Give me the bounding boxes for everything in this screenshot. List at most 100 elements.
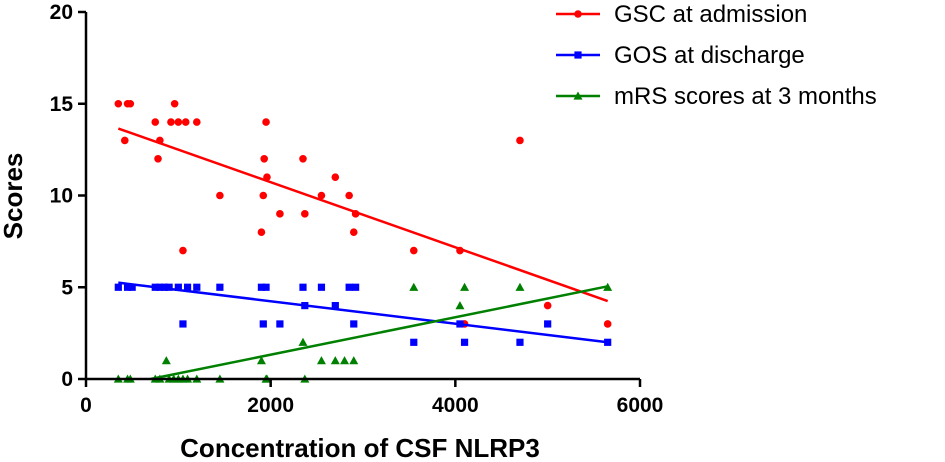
x-axis: 0 2000 4000 6000 — [80, 377, 664, 417]
data-point — [156, 136, 164, 145]
data-point — [331, 302, 339, 310]
legend-marker — [573, 91, 583, 100]
data-point — [409, 282, 419, 291]
data-point — [259, 191, 268, 200]
data-point — [257, 228, 266, 236]
trend-line-mrs-scores-at-3-months — [150, 285, 608, 381]
data-point — [156, 283, 164, 291]
data-point — [154, 155, 162, 163]
data-point — [120, 136, 129, 145]
data-point — [183, 283, 192, 291]
data-point — [179, 246, 187, 255]
y-axis: 0 5 10 15 20 — [50, 1, 88, 391]
data-point — [174, 118, 183, 126]
data-point — [263, 173, 271, 181]
data-point — [276, 210, 284, 218]
legend-label: mRS scores at 3 months — [614, 83, 877, 110]
y-tick-label: 5 — [61, 276, 73, 299]
data-point — [126, 99, 135, 108]
data-point — [410, 338, 418, 346]
data-point — [299, 155, 307, 163]
data-point — [340, 356, 350, 365]
trend-line-gsc-at-admission — [117, 127, 609, 303]
data-point — [167, 118, 175, 126]
data-point — [181, 118, 190, 126]
trend-line-gos-at-discharge — [118, 281, 608, 344]
x-axis-title: Concentration of CSF NLRP3 — [180, 433, 540, 462]
series-gsc-at-admission — [114, 99, 612, 328]
x-tick-label: 6000 — [617, 394, 664, 417]
data-point — [409, 246, 418, 255]
data-point — [262, 283, 270, 291]
data-point — [216, 191, 224, 200]
x-tick-label: 0 — [80, 394, 92, 417]
data-point — [193, 283, 201, 291]
y-tick-label: 20 — [50, 1, 73, 24]
data-point — [515, 282, 525, 291]
legend-label: GOS at discharge — [614, 42, 805, 69]
data-point — [298, 337, 308, 346]
data-point — [301, 302, 309, 310]
legend-label: GSC at admission — [614, 1, 807, 28]
x-tick-label: 4000 — [432, 394, 479, 417]
legend: GSC at admission GOS at discharge mRS scor… — [556, 1, 877, 110]
legend-item-mrs-scores-at-3-months: mRS scores at 3 months — [556, 83, 877, 110]
data-point — [330, 356, 340, 365]
data-point — [460, 282, 470, 291]
data-point — [603, 282, 613, 291]
data-point — [259, 320, 267, 328]
data-point — [299, 283, 307, 291]
data-point — [604, 338, 612, 346]
data-point — [456, 246, 464, 255]
data-point — [316, 356, 326, 365]
data-point — [257, 283, 266, 291]
x-tick-label: 2000 — [247, 394, 294, 417]
legend-marker — [574, 10, 582, 18]
legend-item-gsc-at-admission: GSC at admission — [556, 1, 807, 28]
data-point — [352, 283, 360, 291]
data-point — [114, 99, 123, 108]
y-axis-title: Scores — [0, 153, 28, 240]
data-point — [165, 283, 173, 291]
data-point — [301, 210, 309, 218]
data-point — [216, 283, 224, 291]
legend-item-gos-at-discharge: GOS at discharge — [556, 42, 805, 69]
data-point — [331, 173, 340, 181]
y-tick-label: 15 — [50, 93, 74, 116]
data-point — [170, 99, 179, 108]
data-point — [160, 283, 169, 291]
data-point — [317, 283, 326, 291]
series-gos-at-discharge — [114, 281, 612, 346]
y-tick-label: 0 — [61, 368, 73, 391]
y-tick-label: 10 — [50, 185, 73, 208]
data-point — [351, 210, 360, 218]
data-point — [345, 283, 353, 291]
data-point — [345, 191, 353, 200]
data-point — [516, 136, 524, 145]
data-point — [151, 283, 159, 291]
data-point — [603, 320, 612, 328]
data-point — [114, 283, 122, 291]
data-point — [256, 356, 266, 365]
legend-marker — [574, 51, 582, 59]
data-point — [460, 338, 469, 346]
data-point — [350, 320, 358, 328]
data-point — [544, 320, 552, 328]
data-point — [455, 301, 465, 310]
plot-area — [113, 99, 613, 383]
data-point — [193, 118, 201, 126]
data-point — [317, 191, 326, 200]
data-point — [174, 283, 182, 291]
data-point — [456, 320, 464, 328]
data-point — [151, 118, 160, 126]
data-point — [349, 356, 359, 365]
data-point — [543, 301, 552, 310]
data-point — [260, 155, 269, 163]
data-point — [161, 356, 171, 365]
data-point — [179, 320, 187, 328]
data-point — [516, 338, 524, 346]
data-point — [128, 283, 136, 291]
data-point — [276, 320, 284, 328]
data-point — [349, 228, 358, 236]
